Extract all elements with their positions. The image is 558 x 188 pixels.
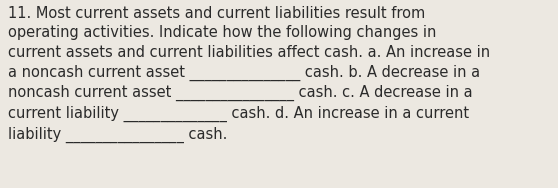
- Text: 11. Most current assets and current liabilities result from
operating activities: 11. Most current assets and current liab…: [8, 6, 490, 143]
